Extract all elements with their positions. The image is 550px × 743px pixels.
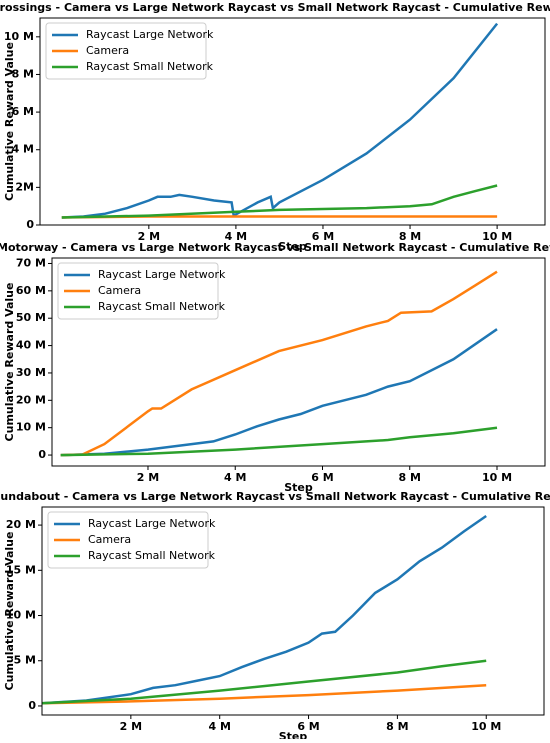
x-tick-label: 6 M [312,230,334,243]
series-line [60,328,498,457]
plot-frame [51,257,546,467]
x-tick-label: 10 M [471,720,501,733]
legend-box [57,262,219,320]
y-axis-label: Cumulative Reward Value [3,42,16,201]
x-tick-label: 10 M [482,471,512,484]
legend-label: Raycast Large Network [86,28,214,41]
x-axis-label: Step [279,730,308,739]
legend-label: Camera [98,284,141,297]
legend-label: Raycast Large Network [98,268,226,281]
legend-label: Raycast Small Network [86,60,214,73]
x-tick-label: 4 M [225,230,247,243]
y-tick-label: 0 [38,448,46,461]
y-tick-label: 20 M [6,518,36,531]
y-tick-label: 10 M [4,30,34,43]
legend-box [45,22,207,80]
x-tick-label: 2 M [120,720,142,733]
y-tick-label: 60 M [16,284,46,297]
y-tick-label: 20 M [16,393,46,406]
x-axis-label: Step [284,481,313,494]
x-tick-label: 4 M [208,720,230,733]
series-line [61,22,499,219]
y-tick-label: 50 M [16,311,46,324]
y-tick-label: 4 M [12,143,34,156]
series-line [60,426,498,457]
chart-title: Crossings - Camera vs Large Network Rayc… [0,1,550,14]
y-tick-label: 2M [15,180,34,193]
y-tick-label: 40 M [16,339,46,352]
y-tick-label: 15 M [6,563,36,576]
y-tick-label: 70 M [16,256,46,269]
legend-label: Raycast Large Network [88,517,216,530]
x-tick-label: 2 M [137,471,159,484]
chart-title: Roundabout - Camera vs Large Network Ray… [0,490,550,503]
y-axis-label: Cumulative Reward Value [3,532,16,691]
x-tick-label: 8 M [399,471,421,484]
y-tick-label: 10 M [16,421,46,434]
x-tick-label: 4 M [224,471,246,484]
series-line [60,270,498,457]
x-axis-label: Step [278,240,307,253]
x-tick-label: 6 M [311,471,333,484]
series-line [41,683,487,705]
y-tick-label: 10 M [6,609,36,622]
y-tick-label: 0 [28,699,36,712]
x-tick-label: 2 M [138,230,160,243]
chart-title: Motorway - Camera vs Large Network Rayca… [0,241,550,254]
x-tick-label: 8 M [399,230,421,243]
series-line [41,659,487,705]
plot-frame [41,506,545,716]
legend-label: Camera [88,533,131,546]
y-tick-label: 30 M [16,366,46,379]
y-axis-label: Cumulative Reward Value [3,283,16,442]
legend-label: Camera [86,44,129,57]
x-tick-label: 6 M [297,720,319,733]
plot-frame [39,17,546,226]
y-tick-label: 6 M [12,105,34,118]
y-tick-label: 5 M [14,654,36,667]
legend-label: Raycast Small Network [98,300,226,313]
series-line [41,514,487,705]
x-tick-label: 8 M [386,720,408,733]
legend-label: Raycast Small Network [88,549,216,562]
legend-box [47,511,209,569]
y-tick-label: 0 [26,218,34,231]
series-line [61,184,498,219]
x-tick-label: 10 M [482,230,512,243]
y-tick-label: 8 M [12,67,34,80]
